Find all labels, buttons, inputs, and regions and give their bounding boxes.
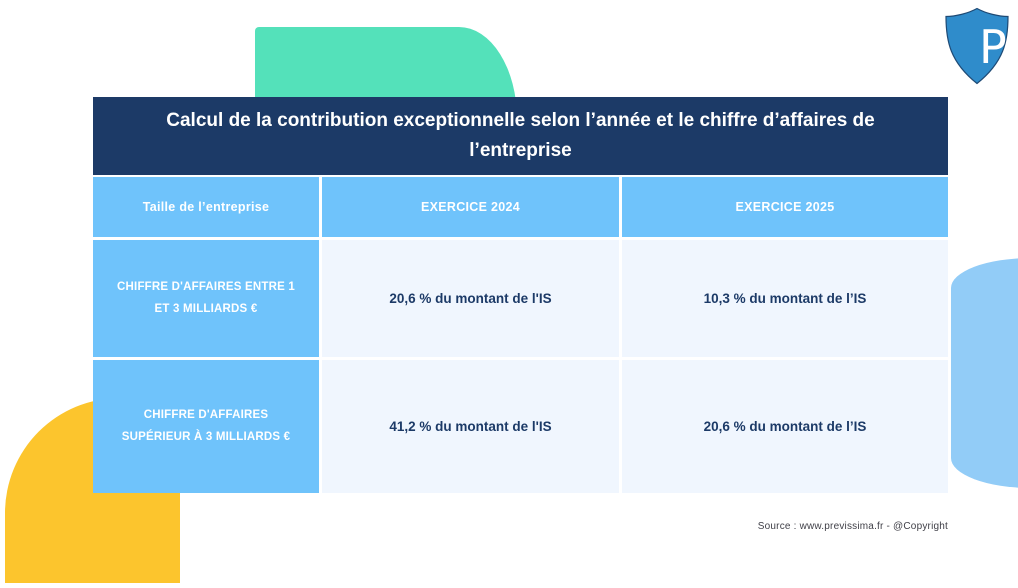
contribution-table: Taille de l’entreprise EXERCICE 2024 EXE… [93,177,948,493]
column-header-taille-entreprise: Taille de l’entreprise [93,177,319,237]
value-2025-ca-sup-3-milliards: 20,6 % du montant de l’IS [622,360,948,493]
blue-decoration-shape [951,258,1018,488]
page-title: Calcul de la contribution exceptionnelle… [166,109,875,161]
shield-icon: P [945,7,1009,85]
value-2025-ca-1-3-milliards: 10,3 % du montant de l’IS [622,240,948,357]
row-label-ca-1-3-milliards: CHIFFRE D'AFFAIRES ENTRE 1 ET 3 MILLIARD… [93,240,319,357]
row-label-ca-sup-3-milliards: CHIFFRE D'AFFAIRES SUPÉRIEUR À 3 MILLIAR… [93,360,319,493]
value-2024-ca-1-3-milliards: 20,6 % du montant de l'IS [322,240,619,357]
logo-letter: P [979,20,1007,74]
source-text: Source : www.previssima.fr - @Copyright [757,521,948,532]
column-header-exercice-2025: EXERCICE 2025 [622,177,948,237]
previssima-logo: P [941,5,1013,87]
title-banner: Calcul de la contribution exceptionnelle… [93,97,948,175]
column-header-exercice-2024: EXERCICE 2024 [322,177,619,237]
value-2024-ca-sup-3-milliards: 41,2 % du montant de l'IS [322,360,619,493]
